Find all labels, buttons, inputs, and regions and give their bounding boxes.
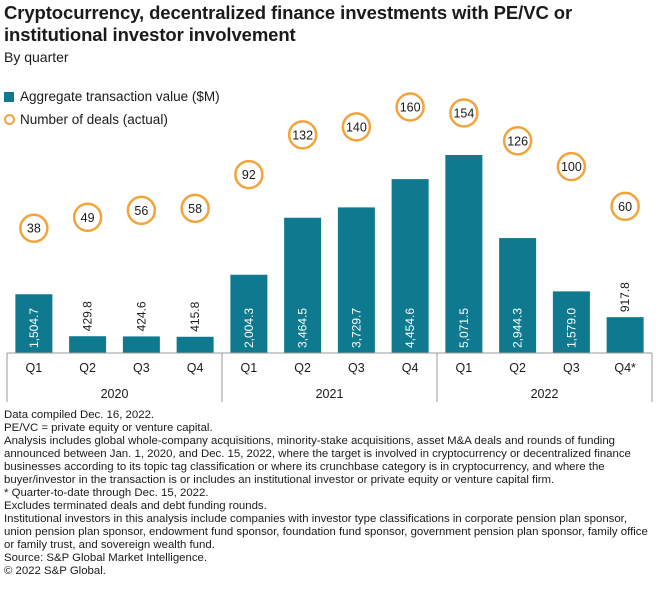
- deal-count-circle: [180, 193, 210, 224]
- deal-count-circle: [449, 98, 479, 128]
- deal-count-label: 58: [188, 202, 202, 216]
- x-tick-label: Q1: [456, 361, 473, 375]
- deal-count-label: 60: [618, 200, 632, 214]
- bar-value-label: 1,504.7: [27, 308, 41, 348]
- year-label: 2022: [531, 387, 559, 401]
- x-tick-label: Q1: [26, 361, 43, 375]
- deal-count-circle: [19, 213, 49, 243]
- x-tick-label: Q4*: [614, 361, 636, 375]
- x-tick-label: Q1: [241, 361, 258, 375]
- bar-value-label: 3,729.7: [349, 308, 363, 348]
- deal-count-circle: [556, 151, 587, 182]
- legend-label-deals: Number of deals (actual): [20, 112, 168, 127]
- bar: [606, 317, 644, 353]
- bar-value-label: 2,004.3: [242, 308, 256, 348]
- bar: [284, 217, 322, 353]
- note-line: Source: S&P Global Market Intelligence.: [4, 552, 208, 564]
- bar-value-label: 5,071.5: [457, 308, 471, 348]
- deal-count-circle: [341, 112, 372, 142]
- legend-circle-swatch: [4, 114, 15, 125]
- bar: [391, 179, 429, 353]
- legend-item-value: Aggregate transaction value ($M): [4, 89, 220, 104]
- note-line: Analysis includes global whole-company a…: [4, 435, 631, 486]
- bar-value-label: 415.8: [188, 301, 202, 331]
- deal-count-label: 160: [400, 101, 421, 115]
- deal-count-circle: [395, 92, 425, 122]
- deal-count-circle: [610, 191, 640, 222]
- chart-title: Cryptocurrency, decentralized finance in…: [4, 2, 573, 45]
- bar-value-label: 2,944.3: [511, 308, 525, 348]
- legend-label-value: Aggregate transaction value ($M): [20, 89, 220, 104]
- chart-subtitle: By quarter: [4, 49, 69, 65]
- deal-count-label: 154: [453, 106, 474, 120]
- deal-count-label: 49: [81, 211, 95, 225]
- bar: [499, 238, 537, 353]
- bar-chart: 1,504.7 38 Q1 429.8 49 Q2 424.6 56 Q3 415.8 58 Q4 2,…: [6, 92, 653, 402]
- bar-value-label: 1,579.0: [564, 308, 578, 348]
- bar-value-label: 424.6: [134, 301, 148, 331]
- x-tick-label: Q3: [348, 361, 365, 375]
- legend-square-swatch: [4, 91, 14, 102]
- bar-value-label: 429.8: [81, 301, 95, 331]
- x-tick-label: Q4: [402, 361, 419, 375]
- bar: [176, 336, 214, 353]
- bar: [445, 155, 483, 353]
- deal-count-circle: [72, 202, 103, 233]
- deal-count-circle: [234, 159, 264, 190]
- deal-count-label: 126: [507, 134, 528, 148]
- bar: [122, 336, 160, 353]
- deal-count-circle: [126, 195, 157, 226]
- bar: [552, 291, 590, 353]
- note-line: PE/VC = private equity or venture capita…: [4, 422, 213, 434]
- deal-count-label: 132: [292, 128, 313, 142]
- note-line: Excludes terminated deals and debt fundi…: [4, 500, 267, 512]
- bar-value-label: 917.8: [618, 282, 632, 312]
- note-line: Institutional investors in this analysis…: [4, 513, 648, 551]
- bar: [230, 274, 268, 353]
- x-tick-label: Q2: [509, 361, 526, 375]
- deal-count-circle: [287, 120, 318, 150]
- deal-count-label: 140: [346, 120, 367, 134]
- x-tick-label: Q4: [187, 361, 204, 375]
- deal-count-label: 100: [561, 160, 582, 174]
- deal-count-circle: [502, 126, 533, 156]
- deal-count-label: 38: [27, 222, 41, 236]
- bar-value-label: 4,454.6: [403, 308, 417, 348]
- x-tick-label: Q2: [294, 361, 311, 375]
- bar-value-label: 3,464.5: [296, 308, 310, 348]
- x-tick-label: Q2: [79, 361, 96, 375]
- year-label: 2020: [101, 387, 129, 401]
- bar: [15, 294, 53, 353]
- footnotes: Data compiled Dec. 16, 2022. PE/VC = pri…: [4, 409, 656, 578]
- x-tick-label: Q3: [563, 361, 580, 375]
- note-line: © 2022 S&P Global.: [4, 565, 106, 577]
- legend-item-deals: Number of deals (actual): [4, 112, 168, 127]
- year-label: 2021: [316, 387, 344, 401]
- bar: [337, 207, 375, 353]
- bar: [69, 336, 107, 353]
- x-tick-label: Q3: [133, 361, 150, 375]
- note-line: * Quarter-to-date through Dec. 15, 2022.: [4, 487, 209, 499]
- deal-count-label: 56: [134, 204, 148, 218]
- deal-count-label: 92: [242, 168, 256, 182]
- note-line: Data compiled Dec. 16, 2022.: [4, 409, 155, 421]
